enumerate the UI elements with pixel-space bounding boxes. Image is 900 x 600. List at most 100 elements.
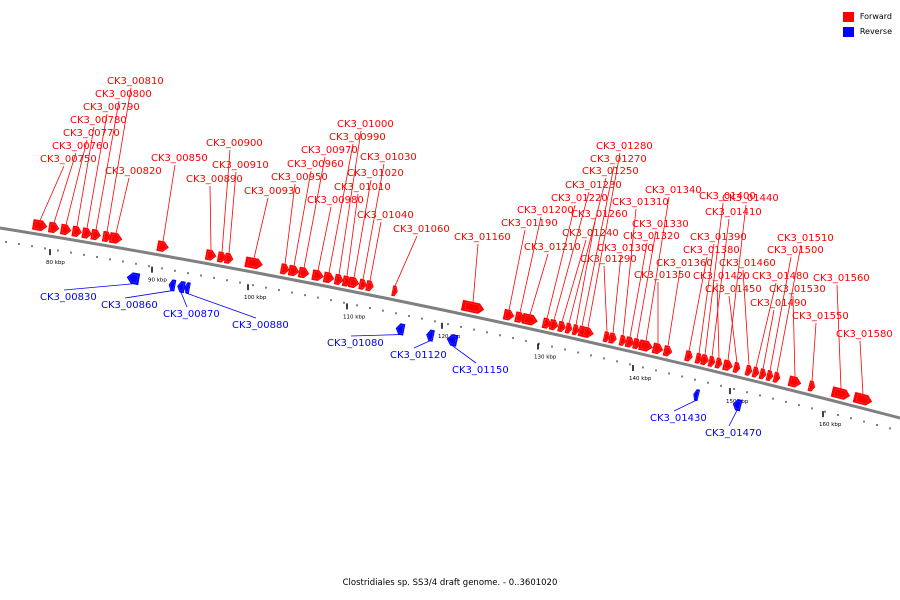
- gene-label: CK3_01160: [454, 232, 511, 243]
- gene-arrow-highlight: [464, 302, 481, 312]
- gene-label: CK3_01480: [752, 271, 809, 282]
- gene-ck3_01080: [395, 323, 406, 336]
- gene-arrow-highlight: [49, 223, 58, 232]
- gene-label: CK3_01320: [623, 231, 680, 242]
- leader-line: [53, 152, 77, 223]
- gene-ck3_01350: [651, 342, 664, 355]
- gene-arrow-highlight: [359, 280, 366, 289]
- leader-line: [622, 208, 637, 336]
- gene-label: CK3_00880: [232, 320, 289, 331]
- gene-ck3_01290: [602, 331, 611, 343]
- gene-arrow-highlight: [111, 233, 121, 243]
- gene-ck3_01580: [852, 391, 873, 406]
- gene-label: CK3_01150: [452, 365, 509, 376]
- gene-arrow-highlight: [206, 251, 215, 259]
- gene-arrow-highlight: [366, 281, 373, 290]
- gene-arrow: [521, 312, 538, 326]
- scale-label: 80 kbp: [46, 260, 65, 266]
- gene-label: CK3_01410: [705, 207, 762, 218]
- gene-label: CK3_01330: [632, 219, 689, 230]
- gene-label: CK3_01200: [517, 205, 574, 216]
- gene-ck3_01390: [694, 352, 703, 364]
- leader-line: [762, 309, 775, 370]
- gene-arrow: [758, 368, 767, 380]
- leader-line: [328, 143, 354, 273]
- gene-arrow: [460, 299, 485, 314]
- gene-arrow: [548, 318, 559, 331]
- gene-arrow: [694, 352, 703, 364]
- gene-label: CK3_00760: [52, 141, 109, 152]
- leader-line: [284, 183, 296, 265]
- gene-ck3_01190: [502, 308, 515, 321]
- gene-label: CK3_01400: [699, 191, 756, 202]
- leader-line: [553, 191, 590, 321]
- gene-ck3_00950: [279, 263, 290, 275]
- gene-arrow-highlight: [759, 370, 766, 378]
- gene-label: CK3_01450: [705, 284, 762, 295]
- gene-arrow: [807, 380, 816, 392]
- gene-arrow: [90, 228, 101, 241]
- gene-label: CK3_01190: [501, 218, 558, 229]
- leader-line: [115, 177, 130, 234]
- gene-ck3_01500: [765, 369, 774, 382]
- gene-arrow-highlight: [299, 268, 308, 277]
- gene-label: CK3_01260: [571, 209, 628, 220]
- gene-label: CK3_01020: [347, 168, 404, 179]
- leader-line: [561, 239, 587, 322]
- gene-arrow: [311, 269, 324, 281]
- gene-label: CK3_01460: [719, 258, 776, 269]
- leader-line: [688, 256, 708, 352]
- gene-ck3_01040: [365, 280, 374, 292]
- gene-arrow: [744, 364, 753, 376]
- gene-arrow-highlight: [83, 229, 91, 238]
- gene-arrow: [108, 232, 123, 244]
- gene-ck3_01210: [521, 312, 538, 326]
- gene-arrow-highlight: [397, 325, 404, 334]
- gene-arrow: [707, 355, 716, 367]
- gene-label: CK3_01280: [596, 141, 653, 152]
- gene-arrow: [638, 339, 653, 352]
- gene-labels: CK3_00750 CK3_00760 CK3_00770 CK3_00780 CK3_…: [40, 76, 893, 439]
- gene-arrow: [347, 276, 360, 289]
- leader-line: [228, 171, 237, 254]
- gene-arrow: [391, 285, 398, 297]
- gene-arrow: [177, 281, 186, 294]
- gene-label: CK3_01420: [693, 271, 750, 282]
- leader-line: [581, 165, 615, 327]
- leader-line: [859, 340, 864, 395]
- gene-label: CK3_01470: [705, 428, 762, 439]
- gene-arrow-highlight: [515, 313, 524, 322]
- gene-label: CK3_00960: [287, 159, 344, 170]
- leader-line: [698, 243, 715, 354]
- gene-arrow: [101, 230, 112, 243]
- gene-arrow: [732, 361, 741, 374]
- gene-arrow: [204, 249, 217, 261]
- gene-arrow: [751, 366, 760, 378]
- leader-line: [508, 229, 526, 311]
- gene-label: CK3_01240: [562, 228, 619, 239]
- gene-ck3_01260: [571, 324, 580, 336]
- scale-label: 110 kbp: [343, 314, 366, 320]
- gene-ck3_01060: [391, 285, 398, 297]
- gene-ck3_01020: [347, 276, 360, 289]
- gene-label: CK3_01210: [524, 242, 581, 253]
- gene-label: CK3_00950: [271, 172, 328, 183]
- leader-line: [346, 193, 359, 277]
- gene-arrow: [71, 225, 82, 237]
- gene-ck3_01450: [732, 361, 741, 374]
- gene-arrow: [156, 240, 169, 252]
- gene-ck3_01510: [772, 371, 781, 383]
- gene-ck3_00770: [59, 223, 72, 236]
- leader-line: [76, 126, 95, 227]
- leader-line: [792, 295, 796, 378]
- gene-arrow-highlight: [619, 336, 626, 345]
- leader-line: [667, 269, 681, 347]
- gene-ck3_01120: [426, 329, 435, 342]
- gene-arrow: [446, 334, 459, 347]
- gene-ck3_00760: [47, 221, 60, 234]
- leader-line: [303, 156, 326, 268]
- gene-arrow-highlight: [708, 357, 715, 366]
- gene-ck3_00860: [168, 279, 177, 292]
- gene-arrow: [297, 266, 310, 279]
